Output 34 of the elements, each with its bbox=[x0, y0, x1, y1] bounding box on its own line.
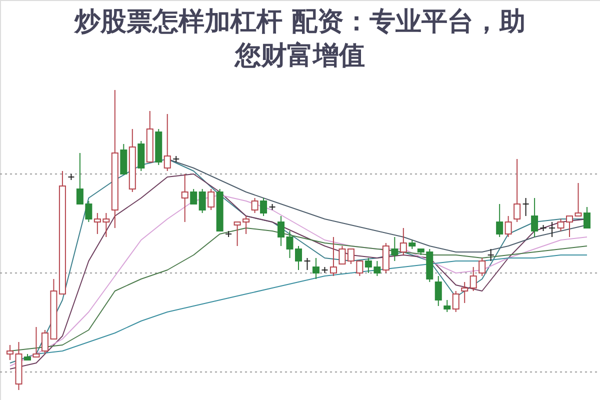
candlestick bbox=[400, 228, 407, 256]
candlestick bbox=[504, 216, 512, 238]
candlestick bbox=[434, 276, 442, 306]
candlestick bbox=[198, 188, 206, 214]
candlestick bbox=[470, 266, 477, 292]
candlestick bbox=[304, 258, 311, 270]
candlestick bbox=[208, 188, 215, 210]
candlestick bbox=[120, 144, 128, 174]
candlestick bbox=[330, 236, 337, 276]
candlestick bbox=[444, 300, 451, 312]
candlestick bbox=[164, 114, 171, 172]
candlestick bbox=[278, 216, 285, 246]
candlestick bbox=[584, 206, 590, 228]
candlestick bbox=[461, 282, 468, 304]
candlestick bbox=[514, 158, 521, 222]
candlestick bbox=[496, 204, 504, 238]
candlestick bbox=[251, 198, 258, 214]
candlestick bbox=[531, 198, 538, 238]
chart-title: 炒股票怎样加杠杆 配资：专业平台，助您财富增值 bbox=[73, 7, 526, 71]
candlestick bbox=[548, 222, 556, 238]
candlestick bbox=[181, 174, 188, 222]
candlestick bbox=[138, 140, 145, 172]
candlestick bbox=[312, 258, 320, 280]
candlestick bbox=[487, 248, 494, 262]
candlestick bbox=[382, 242, 390, 274]
candlestick bbox=[478, 258, 486, 276]
candlestick bbox=[32, 326, 40, 358]
candlestick bbox=[391, 236, 398, 262]
candlestick bbox=[338, 246, 346, 264]
candlestick bbox=[190, 188, 198, 204]
candlestick bbox=[574, 182, 582, 216]
candlestick bbox=[452, 290, 460, 312]
candlestick bbox=[260, 198, 268, 216]
candlestick bbox=[522, 198, 530, 216]
